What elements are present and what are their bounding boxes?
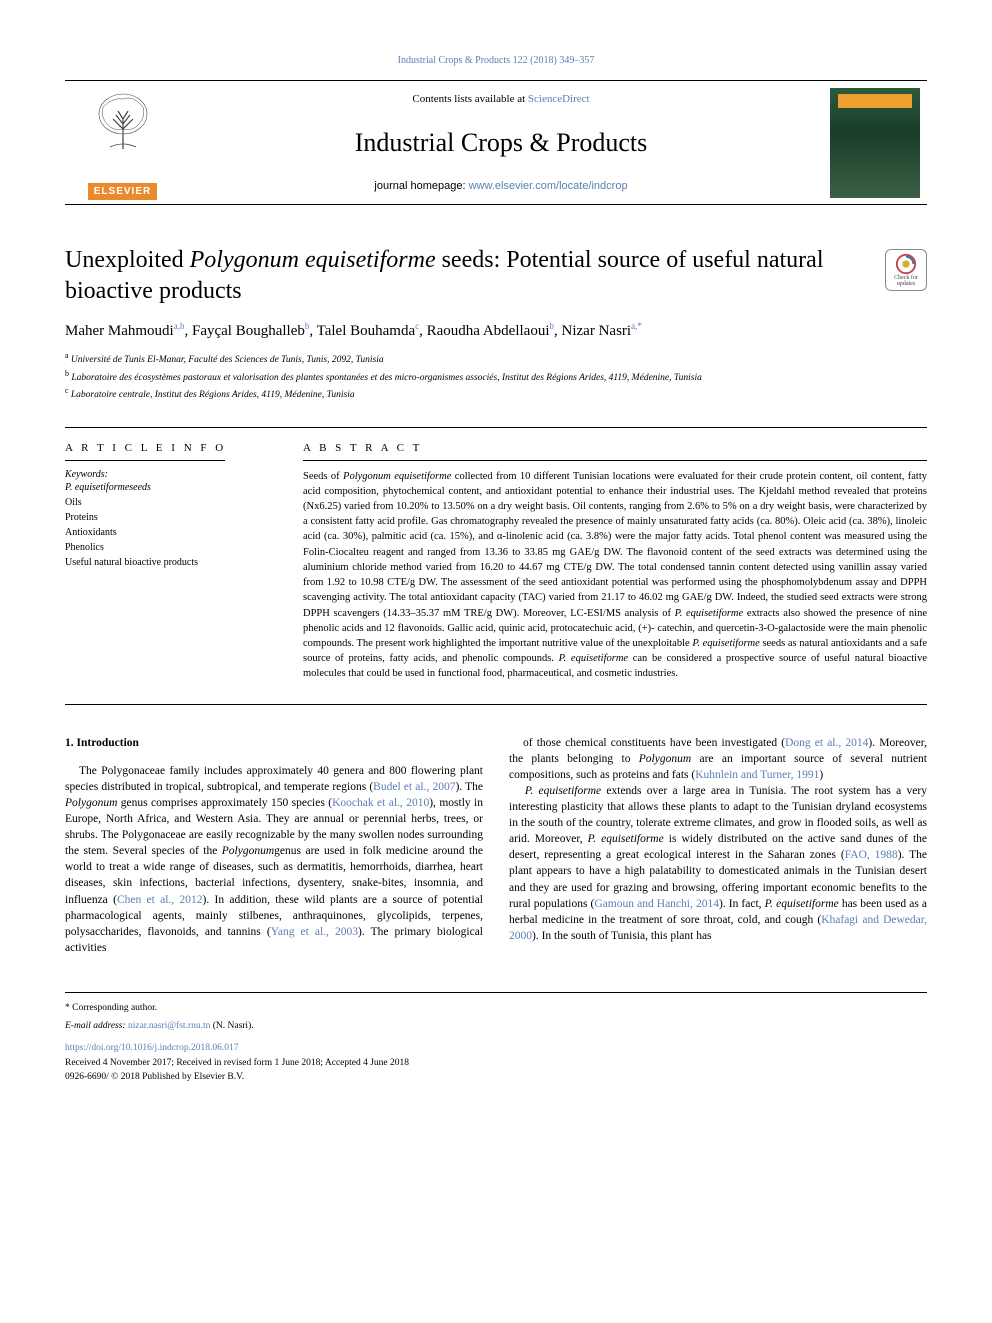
check-updates-icon — [895, 253, 917, 275]
column-right: of those chemical constituents have been… — [509, 735, 927, 956]
abstract: A B S T R A C T Seeds of Polygonum equis… — [303, 428, 927, 704]
authors: Maher Mahmoudia,b, Fayçal Boughallebb, T… — [65, 321, 927, 340]
body-paragraph: The Polygonaceae family includes approxi… — [65, 763, 483, 956]
keyword: P. equisetiformeseeds — [65, 480, 283, 495]
keyword: Oils — [65, 495, 283, 510]
email-label: E-mail address: — [65, 1021, 128, 1031]
affiliation-c: c Laboratoire centrale, Institut des Rég… — [65, 385, 927, 402]
article-title: Unexploited Polygonum equisetiforme seed… — [65, 245, 927, 307]
contents-line: Contents lists available at ScienceDirec… — [180, 93, 822, 105]
affiliations: a Université de Tunis El-Manar, Faculté … — [65, 350, 927, 402]
keywords-label: Keywords: — [65, 469, 283, 480]
affiliation-b: b Laboratoire des écosystèmes pastoraux … — [65, 368, 927, 385]
body-columns: 1. Introduction The Polygonaceae family … — [65, 735, 927, 956]
article-info-rule — [65, 460, 225, 461]
masthead: ELSEVIER Contents lists available at Sci… — [65, 80, 927, 205]
contents-prefix: Contents lists available at — [412, 93, 527, 105]
homepage-line: journal homepage: www.elsevier.com/locat… — [180, 180, 822, 192]
copyright: 0926-6690/ © 2018 Published by Elsevier … — [65, 1070, 927, 1084]
received-dates: Received 4 November 2017; Received in re… — [65, 1056, 927, 1070]
keyword: Phenolics — [65, 540, 283, 555]
publisher-block: ELSEVIER — [65, 81, 180, 204]
publisher-name: ELSEVIER — [88, 183, 157, 200]
elsevier-tree-icon — [88, 89, 158, 159]
masthead-center: Contents lists available at ScienceDirec… — [180, 81, 822, 204]
footer: * Corresponding author. E-mail address: … — [65, 992, 927, 1084]
article-info: A R T I C L E I N F O Keywords: P. equis… — [65, 428, 303, 704]
abstract-rule — [303, 460, 927, 461]
body-paragraph: of those chemical constituents have been… — [509, 735, 927, 944]
journal-title: Industrial Crops & Products — [180, 128, 822, 158]
affiliation-a: a Université de Tunis El-Manar, Faculté … — [65, 350, 927, 367]
abstract-text: Seeds of Polygonum equisetiforme collect… — [303, 469, 927, 682]
check-updates-line2: updates — [897, 281, 915, 287]
journal-reference: Industrial Crops & Products 122 (2018) 3… — [65, 55, 927, 66]
sciencedirect-link[interactable]: ScienceDirect — [528, 93, 590, 105]
keywords-list: P. equisetiformeseeds Oils Proteins Anti… — [65, 480, 283, 570]
column-left: 1. Introduction The Polygonaceae family … — [65, 735, 483, 956]
email-suffix: (N. Nasri). — [210, 1021, 253, 1031]
keyword: Antioxidants — [65, 525, 283, 540]
email-link[interactable]: nizar.nasri@fst.rnu.tn — [128, 1021, 210, 1031]
doi-link[interactable]: https://doi.org/10.1016/j.indcrop.2018.0… — [65, 1043, 238, 1053]
article-info-label: A R T I C L E I N F O — [65, 442, 283, 454]
check-updates-badge[interactable]: Check for updates — [885, 249, 927, 291]
corresponding-author: * Corresponding author. — [65, 1001, 927, 1015]
cover-thumb-wrap — [822, 81, 927, 204]
email-line: E-mail address: nizar.nasri@fst.rnu.tn (… — [65, 1019, 927, 1033]
journal-cover-thumb — [830, 88, 920, 198]
keyword: Useful natural bioactive products — [65, 555, 283, 570]
keyword: Proteins — [65, 510, 283, 525]
doi: https://doi.org/10.1016/j.indcrop.2018.0… — [65, 1041, 927, 1055]
introduction-heading: 1. Introduction — [65, 735, 483, 751]
homepage-link[interactable]: www.elsevier.com/locate/indcrop — [469, 180, 628, 192]
homepage-prefix: journal homepage: — [374, 180, 468, 192]
abstract-label: A B S T R A C T — [303, 442, 927, 454]
